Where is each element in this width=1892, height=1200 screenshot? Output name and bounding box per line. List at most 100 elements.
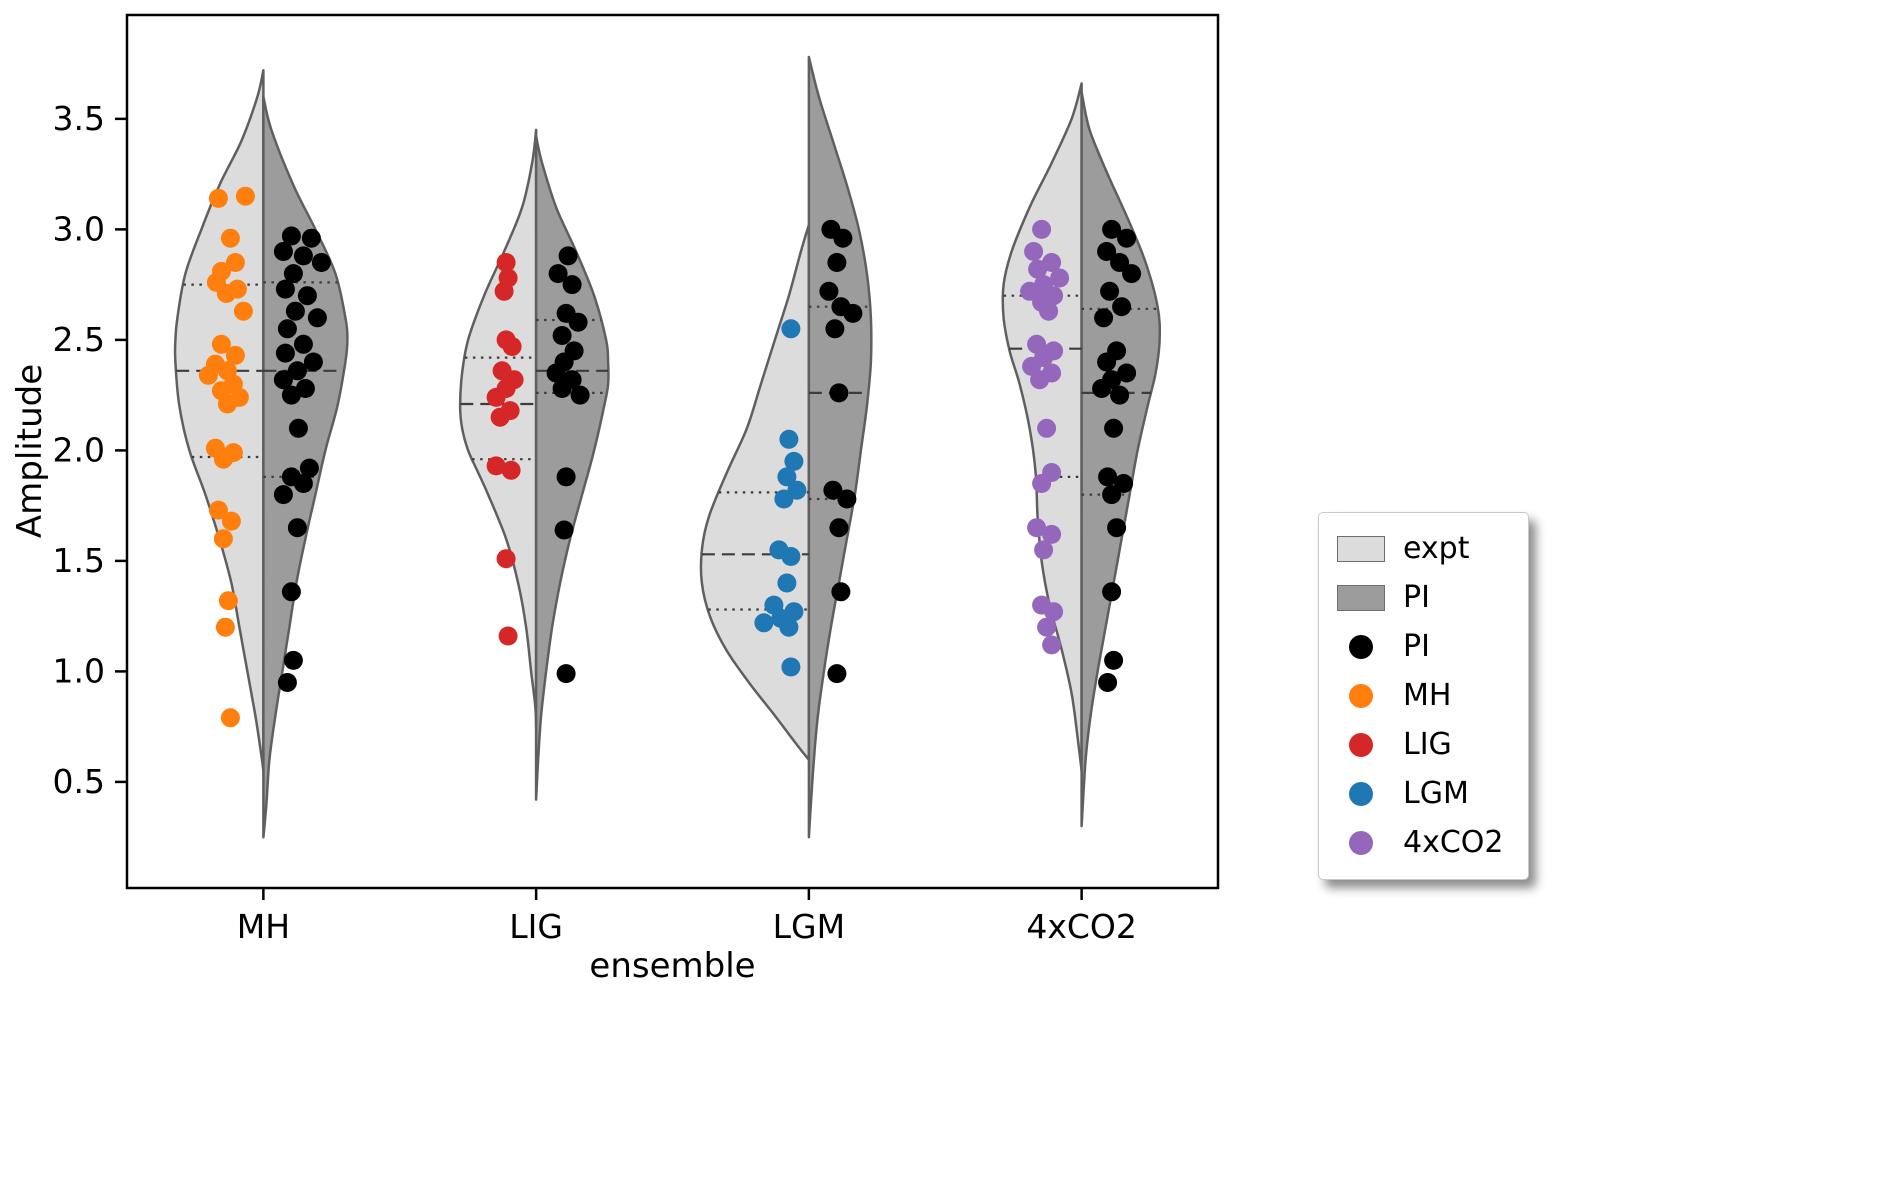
data-point-LIG-LIG <box>490 407 510 427</box>
data-point-PI-LIG <box>558 246 578 266</box>
data-point-MH-MH <box>225 253 245 272</box>
data-point-4xCO2-4xCO2 <box>1037 418 1057 438</box>
data-point-PI-MH <box>285 301 305 321</box>
data-point-LGM-LGM <box>784 451 804 471</box>
x-axis-label: ensemble <box>589 946 756 986</box>
data-point-PI-LIG <box>548 264 568 284</box>
x-tick-label-MH: MH <box>237 907 290 946</box>
data-point-PI-LGM <box>827 664 847 684</box>
data-point-4xCO2-4xCO2 <box>1028 259 1048 279</box>
legend-dot-swatch <box>1337 782 1385 806</box>
y-tick-label: 3.0 <box>53 209 105 248</box>
data-point-LGM-LGM <box>777 467 797 487</box>
legend-dot <box>1349 733 1373 757</box>
data-point-PI-4xCO2 <box>1094 308 1114 328</box>
y-axis-label: Amplitude <box>10 363 50 539</box>
data-point-4xCO2-4xCO2 <box>1044 602 1064 622</box>
data-point-LIG-LIG <box>502 337 522 356</box>
legend-patch-swatch <box>1337 536 1385 562</box>
legend-label: PI <box>1403 580 1430 615</box>
data-point-PI-MH <box>277 319 297 339</box>
data-point-4xCO2-4xCO2 <box>1039 301 1059 321</box>
data-point-MH-MH <box>208 500 228 520</box>
legend-entry-expt: expt <box>1337 529 1504 569</box>
legend-entry-lgm: LGM <box>1337 774 1504 814</box>
data-point-PI-4xCO2 <box>1122 264 1142 284</box>
data-point-PI-LIG <box>552 379 572 398</box>
data-point-PI-MH <box>307 308 327 328</box>
data-point-4xCO2-4xCO2 <box>1032 219 1052 239</box>
y-tick-label: 1.0 <box>53 651 105 690</box>
data-point-4xCO2-4xCO2 <box>1037 617 1057 637</box>
x-tick-label-4xCO2: 4xCO2 <box>1026 907 1137 946</box>
violin-LIG-expt-half <box>458 128 538 728</box>
violin-MH-expt-half <box>173 69 265 773</box>
legend-dot-swatch <box>1337 733 1385 757</box>
data-point-LGM-LGM <box>781 319 801 339</box>
data-point-PI-LGM <box>827 253 847 272</box>
data-point-PI-LIG <box>552 326 572 345</box>
data-point-PI-4xCO2 <box>1100 281 1120 301</box>
data-point-MH-MH <box>220 228 240 248</box>
x-tick-label-LGM: LGM <box>773 907 845 946</box>
data-point-MH-MH <box>213 449 233 469</box>
data-point-PI-MH <box>283 264 303 284</box>
legend-dot-swatch <box>1337 831 1385 855</box>
data-point-LGM-LGM <box>781 657 801 677</box>
data-point-PI-MH <box>293 246 313 266</box>
data-point-4xCO2-4xCO2 <box>1050 268 1070 288</box>
y-tick-label: 2.0 <box>53 430 105 469</box>
data-point-PI-4xCO2 <box>1102 219 1122 239</box>
data-point-LIG-LIG <box>486 387 506 407</box>
legend: expt PI PI MH LIG LGM 4xCO2 <box>1318 512 1529 880</box>
data-point-4xCO2-4xCO2 <box>1024 242 1044 261</box>
data-point-MH-MH <box>213 529 233 549</box>
data-point-PI-LGM <box>837 489 857 509</box>
data-point-PI-LIG <box>556 467 576 487</box>
data-point-PI-4xCO2 <box>1117 363 1137 383</box>
data-point-PI-MH <box>275 279 295 299</box>
data-point-PI-MH <box>277 673 297 692</box>
data-point-LIG-LIG <box>494 281 514 301</box>
data-point-LIG-LIG <box>496 253 516 272</box>
legend-label: LIG <box>1403 727 1452 762</box>
legend-patch-swatch <box>1337 585 1385 611</box>
data-point-PI-LIG <box>562 275 582 295</box>
data-point-PI-4xCO2 <box>1104 650 1124 670</box>
data-point-MH-MH <box>221 511 241 531</box>
data-point-PI-LGM <box>825 319 845 339</box>
data-point-PI-MH <box>303 352 323 372</box>
legend-dot <box>1349 635 1373 659</box>
data-point-PI-LGM <box>829 383 849 403</box>
legend-dot-swatch <box>1337 635 1385 659</box>
data-point-MH-MH <box>235 186 255 206</box>
data-point-PI-4xCO2 <box>1092 379 1112 398</box>
data-point-PI-MH <box>297 286 317 306</box>
data-point-PI-LIG <box>554 520 574 540</box>
data-point-PI-MH <box>287 518 307 538</box>
legend-dot <box>1349 782 1373 806</box>
data-point-MH-MH <box>216 284 236 303</box>
legend-label: LGM <box>1403 776 1469 811</box>
data-point-MH-MH <box>215 617 235 637</box>
data-point-PI-MH <box>301 228 321 248</box>
data-point-MH-MH <box>217 394 237 414</box>
data-point-4xCO2-4xCO2 <box>1020 281 1040 301</box>
data-point-PI-4xCO2 <box>1117 228 1137 248</box>
data-point-PI-4xCO2 <box>1110 253 1130 272</box>
data-point-4xCO2-4xCO2 <box>1042 635 1062 655</box>
data-point-PI-4xCO2 <box>1114 474 1134 493</box>
data-point-PI-MH <box>281 226 301 246</box>
data-point-PI-LGM <box>833 228 853 248</box>
data-point-PI-LGM <box>823 480 843 500</box>
data-point-PI-4xCO2 <box>1097 352 1117 372</box>
data-point-4xCO2-4xCO2 <box>1030 370 1050 390</box>
y-tick-label: 2.5 <box>53 320 105 359</box>
data-point-PI-4xCO2 <box>1098 673 1118 692</box>
data-point-MH-MH <box>211 334 231 354</box>
data-point-LGM-LGM <box>777 573 797 593</box>
data-point-LGM-LGM <box>781 547 801 566</box>
data-point-PI-MH <box>273 242 293 261</box>
data-point-PI-4xCO2 <box>1107 518 1127 538</box>
